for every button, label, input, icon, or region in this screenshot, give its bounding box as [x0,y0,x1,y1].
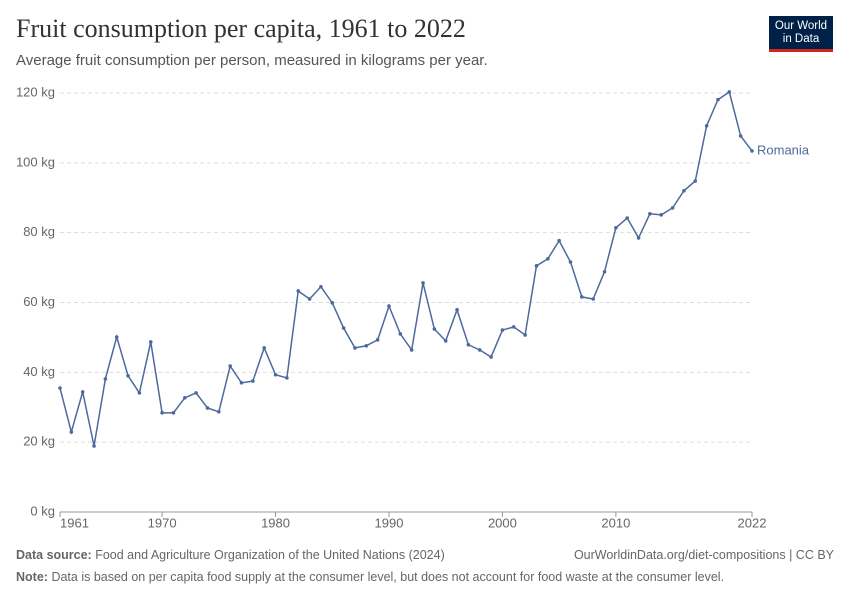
point [670,206,675,210]
point [92,444,96,448]
x-tick-label: 2010 [601,515,630,530]
point [387,304,391,308]
note-text: Data is based on per capita food supply … [51,570,725,584]
point [432,327,437,331]
point [137,391,142,395]
point [398,332,403,336]
point [693,179,698,183]
point [716,97,720,102]
point [251,379,255,383]
point [364,343,369,348]
point [591,297,595,301]
x-tick-label: 1970 [148,515,177,530]
point [262,346,266,350]
point [69,430,74,434]
point [171,411,176,415]
point [636,236,641,240]
series-label: Romania [757,142,810,157]
source-label: Data source: [16,548,92,562]
y-tick-label: 120 kg [16,84,55,99]
y-tick-label: 40 kg [23,364,55,379]
x-tick-label: 1961 [60,515,89,530]
point [602,269,607,274]
point [477,348,482,352]
point [126,374,130,378]
y-tick-label: 60 kg [23,294,55,309]
point [80,390,85,394]
point [228,364,232,368]
chart-subtitle: Average fruit consumption per person, me… [16,52,488,69]
point [217,409,221,414]
point [239,381,244,385]
url[interactable]: OurWorldinData.org/diet-compositions | C… [573,548,834,562]
point [738,134,743,138]
point [296,289,301,293]
point [148,340,153,344]
point [625,216,630,220]
point [194,391,198,395]
y-tick-label: 0 kg [30,503,55,518]
point [182,396,187,400]
line [59,90,753,447]
point [546,257,550,261]
point [557,238,561,243]
source-text: Food and Agriculture Organization of the… [95,548,445,562]
point [750,149,754,153]
point [205,406,210,410]
logo-text: Our World [774,20,828,32]
point [523,333,527,337]
note-label: Note: [16,570,48,584]
y-tick-label: 20 kg [23,434,55,449]
point [285,376,289,380]
chart-title: Fruit consumption per capita, 1961 to 20… [16,14,466,43]
point [375,338,380,342]
point [341,326,346,330]
point [614,225,618,230]
note: Note: Data is based on per capita food s… [16,570,724,584]
point [534,264,539,268]
point [58,386,62,390]
chart: 0 kg 20 kg 40 kg 60 kg 80 kg 100 kg 120 kg 1961… [16,84,810,530]
point [455,308,459,312]
point [114,335,119,339]
point [568,260,573,264]
x-tick-label: 2022 [738,515,767,530]
point [273,372,278,377]
logo-text: in Data [782,33,820,45]
point [489,355,493,359]
y-tick-label: 100 kg [16,154,55,169]
point [103,377,108,381]
logo[interactable]: Our World in Data [769,16,833,52]
point [659,213,664,217]
x-tick-label: 1980 [261,515,290,530]
point [727,90,732,94]
point [319,284,323,289]
point [353,346,357,350]
x-tick-label: 1990 [375,515,404,530]
point [443,339,448,343]
point [580,295,584,299]
point [330,301,335,305]
point [511,325,516,329]
point [160,411,164,415]
point [648,212,652,216]
x-tick-label: 2000 [488,515,517,530]
point [421,281,425,285]
point [466,342,471,347]
point [307,297,312,301]
point [704,124,709,128]
source: Data source: Food and Agriculture Organi… [16,548,445,562]
y-tick-label: 80 kg [23,224,55,239]
point [500,328,505,332]
point [682,188,686,193]
point [409,348,414,352]
